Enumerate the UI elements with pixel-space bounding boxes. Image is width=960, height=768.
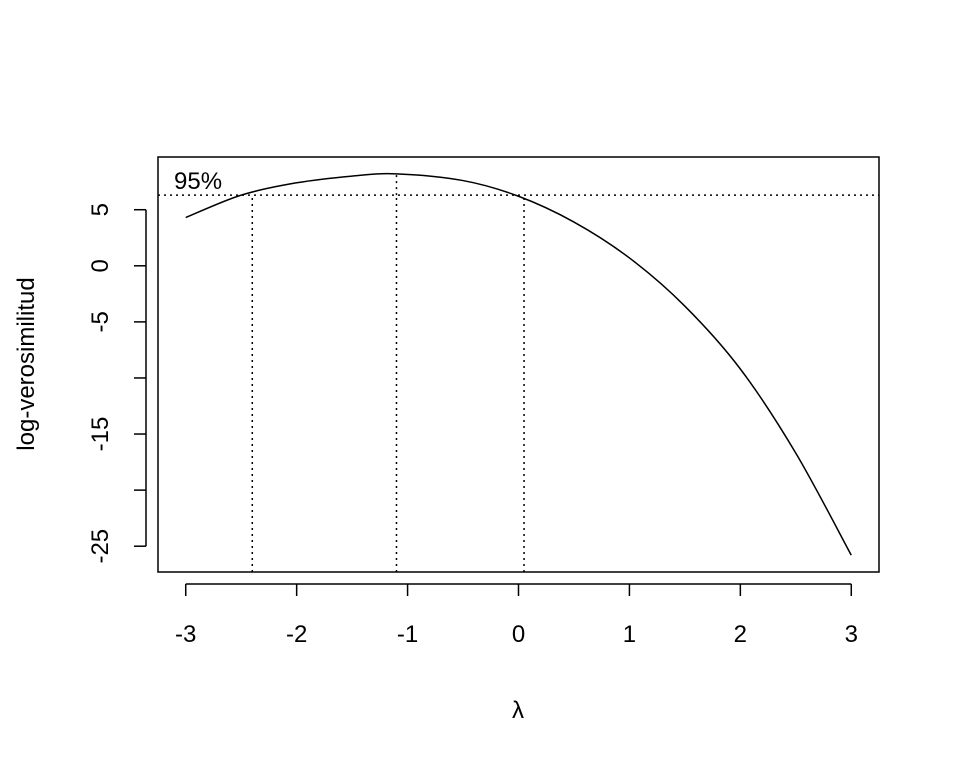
loglikelihood-curve: [185, 172, 852, 556]
y-axis: -25 -15 -5 0 5: [87, 203, 147, 564]
x-tick-label: -3: [175, 621, 196, 648]
x-tick-label: 3: [845, 621, 858, 648]
x-tick-label: -1: [397, 621, 418, 648]
plot-frame: [157, 156, 880, 573]
x-axis: -3 -2 -1 0 1 2 3: [175, 583, 858, 648]
x-tick-label: 2: [734, 621, 747, 648]
y-tick-label: -5: [87, 311, 114, 332]
y-tick-label: -25: [87, 529, 114, 564]
y-axis-title: log-verosimilitud: [13, 277, 40, 450]
x-tick-label: 0: [512, 621, 525, 648]
y-tick-label: 0: [87, 259, 114, 272]
y-tick-label: -15: [87, 417, 114, 452]
ci-label: 95%: [174, 168, 222, 195]
x-tick-label: 1: [623, 621, 636, 648]
x-tick-label: -2: [286, 621, 307, 648]
x-axis-title: λ: [512, 697, 524, 724]
y-tick-label: 5: [87, 203, 114, 216]
plot-marks: [158, 172, 879, 572]
